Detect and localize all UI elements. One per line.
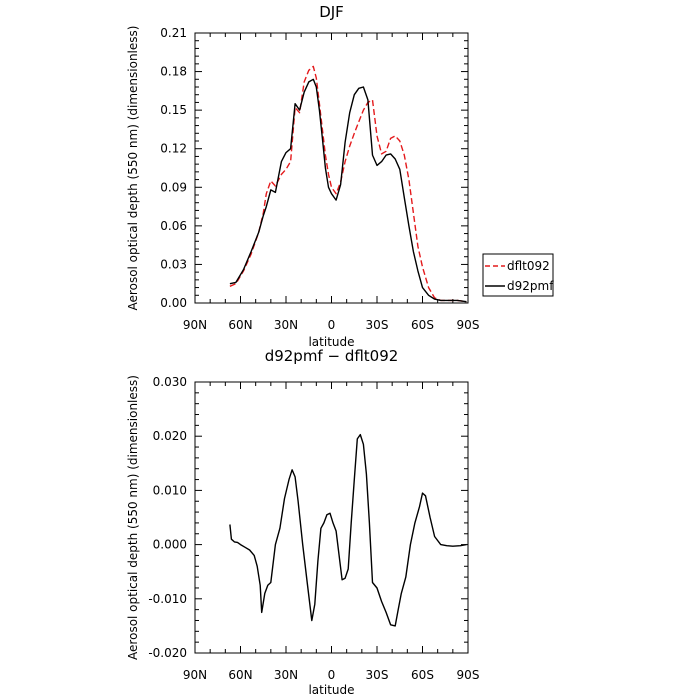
bottom-series-line-0 (229, 433, 467, 627)
bottom-chart-title: d92pmf − dflt092 (265, 347, 399, 365)
top-y-tick-label: 0.18 (160, 65, 187, 79)
legend-label-d92pmf: d92pmf (507, 279, 554, 293)
top-y-tick-label: 0.03 (160, 257, 187, 271)
bottom-y-tick-label: -0.010 (148, 592, 187, 606)
bottom-x-tick-label: 90N (183, 668, 207, 682)
legend-label-dflt092: dflt092 (507, 259, 550, 273)
bottom-chart: d92pmf − dflt092 90N 60N 30N 0 30S 60S 90S -0.02… (126, 347, 479, 697)
top-x-tick-label: 60S (411, 318, 434, 332)
top-plot-frame (194, 32, 469, 304)
bottom-x-tick-label: 30S (366, 668, 389, 682)
top-x-tick-label: 30N (274, 318, 298, 332)
bottom-x-tick-label: 0 (328, 668, 336, 682)
top-y-tick-label: 0.06 (160, 219, 187, 233)
top-y-tick-label: 0.00 (160, 296, 187, 310)
bottom-x-tick-label: 60N (228, 668, 252, 682)
bottom-x-tick-label: 90S (457, 668, 480, 682)
bottom-y-tick-label: 0.000 (153, 538, 187, 552)
bottom-y-tick-label: -0.020 (148, 646, 187, 660)
top-y-axis-label: Aerosol optical depth (550 nm) (dimensio… (126, 26, 140, 311)
top-x-tick-label: 60N (228, 318, 252, 332)
top-chart: DJF 90N 60N 30N 0 30S 60S 90S 0.00 0.03 0.06 0.09 0.… (126, 3, 554, 349)
top-series-line-dflt092 (229, 65, 467, 303)
top-y-tick-label: 0.09 (160, 180, 187, 194)
bottom-x-axis-label: latitude (308, 683, 354, 697)
top-x-tick-label: 30S (366, 318, 389, 332)
bottom-y-tick-label: 0.010 (153, 483, 187, 497)
bottom-y-tick-label: 0.020 (153, 429, 187, 443)
top-x-tick-label: 90S (457, 318, 480, 332)
bottom-x-tick-label: 60S (411, 668, 434, 682)
top-y-tick-label: 0.15 (160, 103, 187, 117)
top-y-tick-label: 0.12 (160, 142, 187, 156)
bottom-x-tick-label: 30N (274, 668, 298, 682)
top-chart-title: DJF (319, 3, 344, 21)
top-x-tick-label: 90N (183, 318, 207, 332)
top-legend: dflt092 d92pmf (482, 253, 554, 297)
top-x-axis-label: latitude (308, 335, 354, 349)
top-y-tick-label: 0.21 (160, 26, 187, 40)
top-x-tick-label: 0 (328, 318, 336, 332)
bottom-y-axis-label: Aerosol optical depth (550 nm) (dimensio… (126, 375, 140, 660)
bottom-y-tick-label: 0.030 (153, 375, 187, 389)
top-series-line-d92pmf (229, 78, 467, 303)
legend-box (482, 253, 554, 297)
